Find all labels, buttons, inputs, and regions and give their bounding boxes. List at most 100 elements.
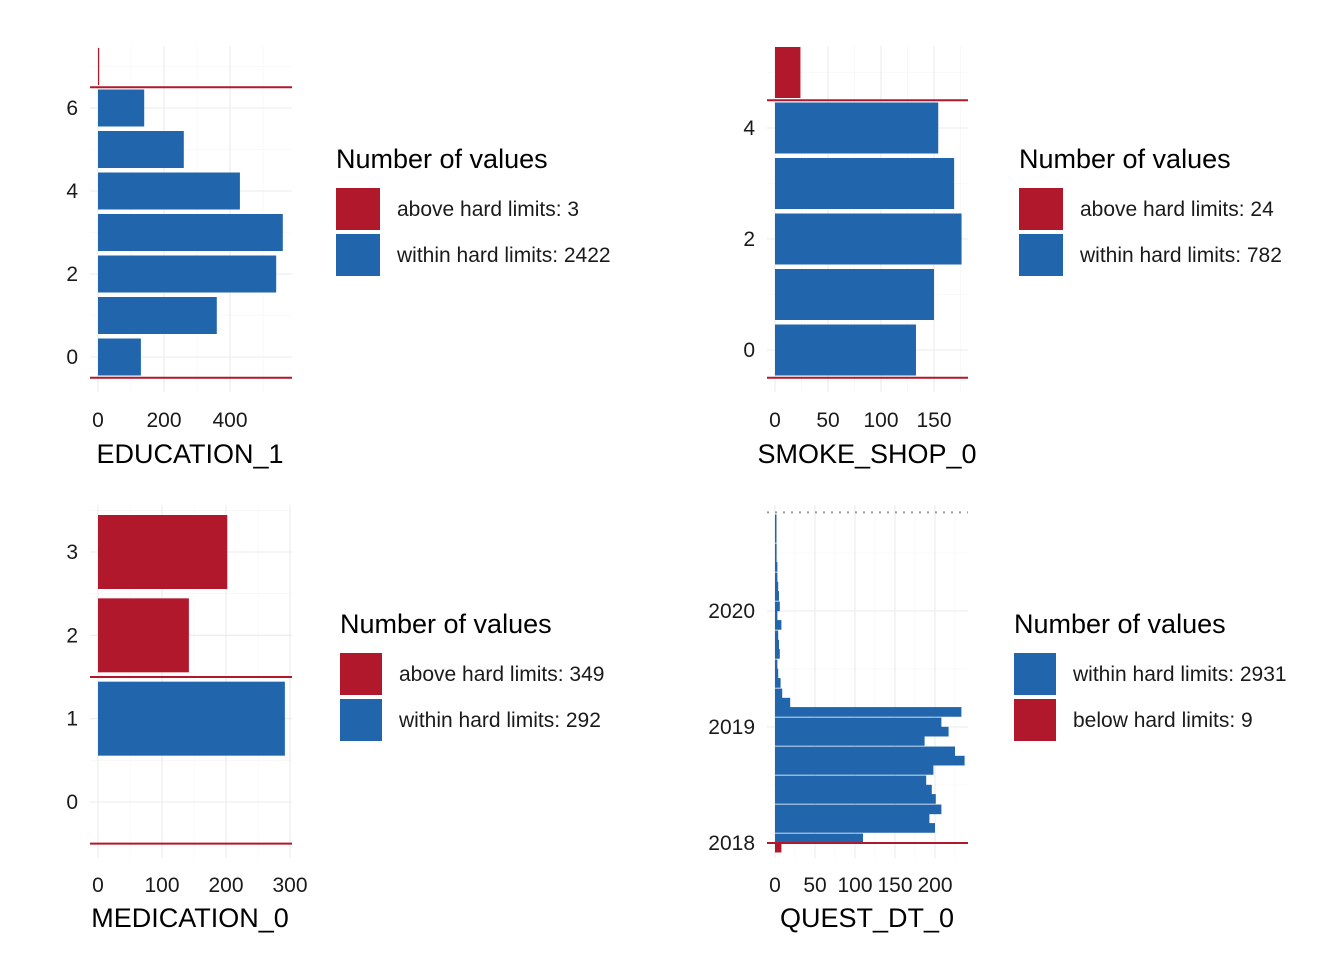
legend-title: Number of values xyxy=(340,609,552,639)
x-tick-label: 0 xyxy=(769,874,781,897)
legend-label: above hard limits: 349 xyxy=(399,663,604,686)
legend-key-below xyxy=(1014,699,1056,741)
x-axis-title: SMOKE_SHOP_0 xyxy=(757,439,976,469)
y-tick-label: 4 xyxy=(66,180,78,203)
legend: Number of values above hard limits: 3 with… xyxy=(336,144,611,276)
x-tick-label: 100 xyxy=(144,874,179,897)
bar-within xyxy=(98,89,145,127)
y-tick-label: 0 xyxy=(66,791,78,814)
legend-key-within xyxy=(1014,653,1056,695)
legend: Number of values above hard limits: 24 wit… xyxy=(1019,144,1282,276)
bar-within xyxy=(98,131,184,168)
bar-within xyxy=(775,591,779,601)
bar-within xyxy=(775,717,942,728)
x-tick-label: 150 xyxy=(916,409,951,432)
bar-within xyxy=(98,681,285,756)
x-tick-label: 200 xyxy=(917,874,952,897)
bar-within xyxy=(775,755,965,766)
legend-label: within hard limits: 782 xyxy=(1079,244,1282,267)
legend-label: within hard limits: 2931 xyxy=(1072,663,1287,686)
bar-within xyxy=(775,639,779,650)
bar-above xyxy=(775,47,801,98)
bar-within xyxy=(775,533,777,543)
x-tick-label: 400 xyxy=(212,409,247,432)
bar-within xyxy=(775,678,781,688)
bar-within xyxy=(775,707,962,717)
bar-within xyxy=(98,214,283,251)
y-tick-label: 2019 xyxy=(708,716,755,739)
bar-within xyxy=(775,213,962,265)
bar-within xyxy=(775,823,935,833)
panel-2: 0 50 100 150 0 2 4 SMOKE_SHOP_0 Number of values… xyxy=(743,46,1282,469)
legend: Number of values above hard limits: 349 wi… xyxy=(340,609,604,741)
x-tick-label: 300 xyxy=(272,874,307,897)
bar-within xyxy=(775,630,779,641)
bar-within xyxy=(775,736,925,746)
bar-below xyxy=(775,842,782,853)
bar-within xyxy=(775,775,927,786)
x-tick-label: 0 xyxy=(92,874,104,897)
x-axis-title: MEDICATION_0 xyxy=(91,903,289,933)
bar-within xyxy=(98,338,141,376)
bar-within xyxy=(98,172,240,210)
legend-key-within xyxy=(340,699,382,741)
y-tick-label: 1 xyxy=(66,708,78,731)
bar-within xyxy=(775,697,791,708)
legend-key-within xyxy=(336,234,380,276)
x-tick-label: 0 xyxy=(92,409,104,432)
legend-title: Number of values xyxy=(336,144,548,174)
bar-within xyxy=(775,601,780,612)
bar-within xyxy=(775,765,934,775)
bar-within xyxy=(775,324,916,376)
bar-within xyxy=(775,523,777,534)
legend: Number of values within hard limits: 2931… xyxy=(1014,609,1287,741)
bar-within xyxy=(775,610,778,621)
x-tick-label: 100 xyxy=(863,409,898,432)
legend-key-within xyxy=(1019,234,1063,276)
y-tick-label: 2020 xyxy=(708,600,755,623)
bar-within xyxy=(775,794,936,804)
bar-above xyxy=(98,48,100,85)
bar-within xyxy=(775,158,955,209)
y-tick-label: 2 xyxy=(66,263,78,286)
y-tick-label: 4 xyxy=(743,117,755,140)
y-tick-label: 2 xyxy=(743,228,755,251)
legend-title: Number of values xyxy=(1019,144,1231,174)
bar-within xyxy=(775,746,955,757)
legend-key-above xyxy=(336,188,380,230)
x-tick-label: 50 xyxy=(816,409,839,432)
legend-label: above hard limits: 3 xyxy=(397,198,579,221)
bar-within xyxy=(775,833,863,844)
bar-within xyxy=(775,688,783,699)
panel-4: 0 50 100 150 200 2018 2019 2020 QUEST_DT_0 Number… xyxy=(708,505,1287,933)
bar-within xyxy=(775,543,777,554)
x-tick-label: 0 xyxy=(769,409,781,432)
panel-3: 0 100 200 300 0 1 2 3 MEDICATION_0 Number of valu… xyxy=(66,505,604,933)
bar-within xyxy=(775,726,949,737)
x-axis-title: EDUCATION_1 xyxy=(96,439,283,469)
legend-label: below hard limits: 9 xyxy=(1073,709,1253,732)
legend-key-above xyxy=(1019,188,1063,230)
bar-within xyxy=(775,804,942,815)
bar-within xyxy=(775,269,934,320)
x-tick-label: 200 xyxy=(146,409,181,432)
bar-within xyxy=(775,668,779,679)
y-tick-label: 0 xyxy=(66,346,78,369)
legend-key-above xyxy=(340,653,382,695)
bar-within xyxy=(98,255,277,293)
bar-within xyxy=(775,102,939,154)
x-tick-label: 200 xyxy=(208,874,243,897)
bar-within xyxy=(98,297,217,334)
legend-label: within hard limits: 2422 xyxy=(396,244,611,267)
y-tick-label: 6 xyxy=(66,97,78,120)
legend-label: within hard limits: 292 xyxy=(398,709,601,732)
y-tick-label: 2018 xyxy=(708,832,755,855)
bar-within xyxy=(775,514,777,525)
x-tick-label: 100 xyxy=(837,874,872,897)
x-tick-label: 50 xyxy=(803,874,826,897)
y-tick-label: 2 xyxy=(66,624,78,647)
panel-1: 0 200 400 0 2 4 6 EDUCATION_1 Number of values ab… xyxy=(66,46,611,469)
y-tick-label: 3 xyxy=(66,541,78,564)
x-tick-label: 150 xyxy=(877,874,912,897)
legend-title: Number of values xyxy=(1014,609,1226,639)
